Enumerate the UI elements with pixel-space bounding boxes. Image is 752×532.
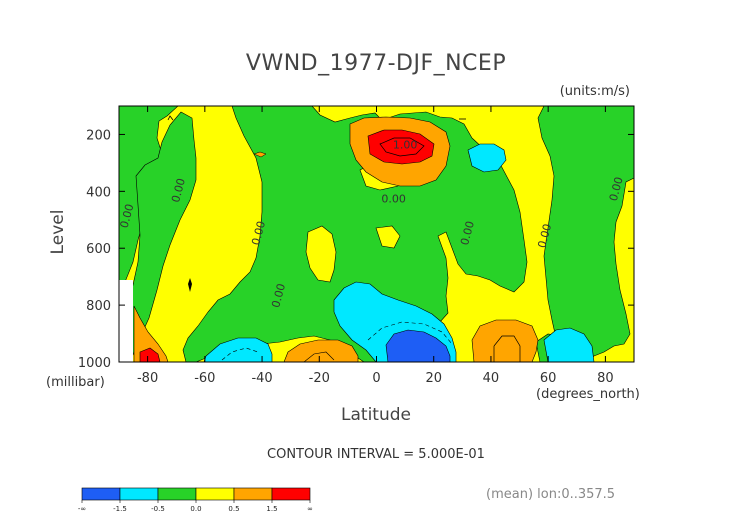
dashed-contour-lower — [367, 321, 453, 345]
x-tick-label: 60 — [540, 371, 557, 386]
contour-label: 0.00 — [169, 177, 188, 204]
orange-contour-lower-center — [303, 351, 335, 362]
x-axis-label: Latitude — [341, 405, 411, 425]
contour-label: 0.00 — [535, 222, 554, 249]
legend-swatch — [81, 487, 121, 501]
x-axis-units: (degrees_north) — [536, 387, 640, 402]
contour-label: 0.00 — [381, 193, 406, 206]
red-region-jet — [367, 129, 435, 165]
y-axis-ticks: 200 400 600 800 1000 — [78, 128, 634, 371]
contour-label: 0.00 — [269, 282, 288, 309]
x-tick-label: -20 — [309, 371, 330, 386]
legend-label: -0.5 — [151, 505, 165, 513]
legend-label: -∞ — [78, 505, 86, 513]
yellow-pocket-mid — [305, 225, 337, 283]
y-axis-units: (millibar) — [46, 375, 105, 390]
orange-region-lower-right — [471, 319, 539, 362]
legend-swatch — [195, 487, 235, 501]
x-tick-label: -80 — [137, 371, 158, 386]
x-tick-label: -40 — [251, 371, 272, 386]
legend-swatch — [233, 487, 273, 501]
contour-interval-text: CONTOUR INTERVAL = 5.000E-01 — [267, 447, 485, 462]
legend-label: 0.5 — [228, 505, 239, 513]
plot-area: 0.000.000.000.000.001.000.00 0.000.00 — [119, 106, 634, 362]
red-region-lower-left — [139, 347, 161, 362]
orange-region-lower-left — [133, 305, 169, 362]
y-tick-label: 400 — [86, 185, 111, 200]
orange-spot-upper — [253, 151, 267, 158]
contour-spot-a — [188, 278, 192, 292]
x-tick-label: 40 — [483, 371, 500, 386]
missing-data-region — [119, 280, 133, 362]
x-tick-label: -60 — [194, 371, 215, 386]
color-legend: -∞ -1.5 -0.5 0.0 0.5 1.5 ∞ — [78, 487, 313, 513]
legend-swatch — [271, 487, 311, 501]
jet-core-contour — [379, 137, 425, 157]
x-tick-label: 20 — [425, 371, 442, 386]
orange-core-contour — [493, 335, 521, 362]
orange-region-lower-center — [283, 339, 359, 362]
legend-swatch — [119, 487, 159, 501]
contour-spot-b — [167, 115, 174, 121]
x-tick-label: 80 — [597, 371, 614, 386]
legend-label: 0.0 — [190, 505, 201, 513]
units-label: (units:m/s) — [560, 84, 630, 99]
legend-swatch — [157, 487, 197, 501]
y-tick-label: 800 — [86, 299, 111, 314]
y-tick-label: 600 — [86, 242, 111, 257]
y-axis-label: Level — [48, 210, 68, 255]
cyan-region-lower-right — [543, 327, 595, 362]
chart-title: VWND_1977-DJF_NCEP — [246, 51, 506, 76]
blue-region-lower — [385, 329, 451, 362]
legend-label: 1.5 — [266, 505, 277, 513]
mean-text: (mean) lon:0..357.5 — [486, 487, 615, 502]
yellow-pocket-lower — [375, 225, 401, 249]
x-tick-label: 0 — [372, 371, 380, 386]
y-tick-label: 1000 — [78, 356, 111, 371]
cyan-region-upper — [467, 143, 507, 173]
contour-label: 1.00 — [393, 139, 418, 152]
contour-label: 0.00 — [458, 220, 477, 247]
contour-label: 0.00 — [607, 175, 626, 202]
cyan-region-lower-left — [203, 337, 273, 362]
legend-label: ∞ — [307, 505, 313, 513]
legend-label: -1.5 — [113, 505, 127, 513]
contour-label: 0.00 — [249, 220, 268, 247]
x-axis-ticks: -80 -60 -40 -20 0 20 40 60 80 — [137, 106, 614, 386]
y-tick-label: 200 — [86, 128, 111, 143]
contour-labels: 0.000.000.000.000.001.000.00 0.000.00 — [119, 139, 626, 310]
